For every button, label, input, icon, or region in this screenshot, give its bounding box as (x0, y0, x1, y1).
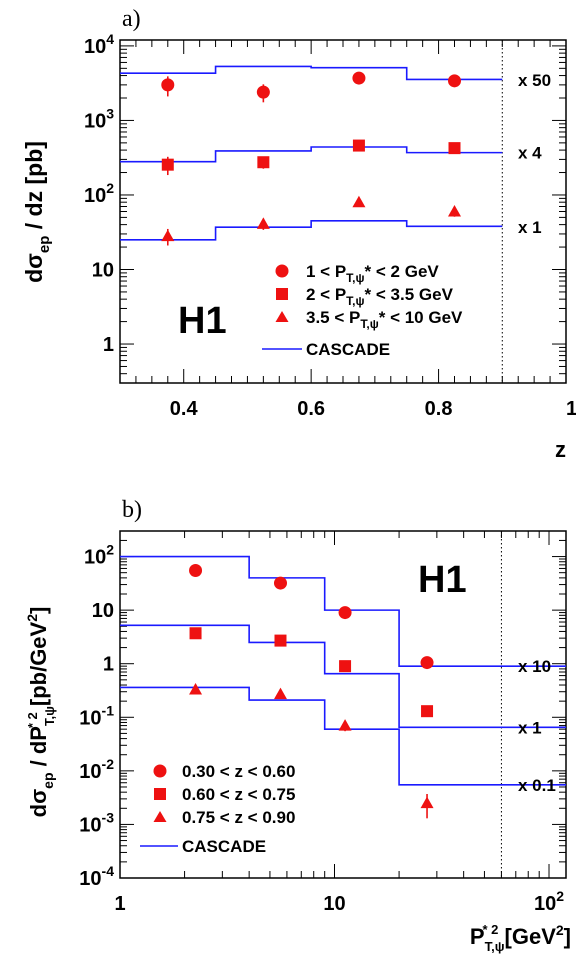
x-tick-label: 1 (566, 398, 576, 420)
data-point-circle (420, 656, 434, 670)
y-tick-label: 10 (92, 600, 114, 622)
data-point-square (352, 139, 365, 152)
x-tick-label: 1 (114, 893, 125, 915)
data-point-triangle (338, 719, 352, 731)
y-tick-label: 102 (84, 180, 114, 207)
y-tick-label: 1 (103, 654, 114, 676)
panel-a-tag: a) (122, 6, 141, 32)
data-point-triangle (273, 687, 287, 700)
panel-b: b) dσep / dPT,ψ* 2 [pb/GeV2] PT,ψ* 2 [Ge… (24, 497, 571, 954)
legend-b-square-marker (154, 788, 166, 800)
legend-a-item-3: 3.5 < PT,ψ* < 10 GeV (306, 308, 463, 331)
x-tick-label: 102 (534, 888, 564, 915)
scale-label: x 50 (518, 71, 551, 90)
panel-b-plot-area: 10-4 10-3 10-2 10-1 1 10 102 1 10 102 x 10 x 1 x 0.1 (79, 530, 567, 915)
panel-a-h1-label: H1 (178, 300, 227, 342)
cascade-curve-2 (120, 146, 503, 163)
legend-b-triangle-marker (153, 811, 167, 822)
y-tick-label: 10-1 (79, 702, 114, 729)
data-point-circle (189, 563, 203, 577)
x-tick-label: 0.6 (297, 398, 325, 420)
data-point-square (257, 156, 270, 169)
data-point-triangle (256, 217, 270, 229)
panel-a-legend: 1 < PT,ψ* < 2 GeV 2 < PT,ψ* < 3.5 GeV 3.… (262, 262, 463, 359)
scale-label: x 4 (518, 144, 542, 163)
data-point-triangle (448, 205, 461, 217)
legend-b-item-1: 0.30 < z < 0.60 (182, 762, 295, 781)
data-point-square (448, 142, 461, 155)
y-tick-label: 10-2 (79, 756, 114, 783)
data-point-square (339, 660, 352, 673)
data-point-circle (161, 78, 175, 92)
cascade-curve-3 (120, 220, 503, 241)
y-tick-label: 10 (92, 259, 114, 281)
y-tick-label: 1 (103, 334, 114, 356)
panel-b-legend: 0.30 < z < 0.60 0.60 < z < 0.75 0.75 < z… (140, 762, 295, 856)
legend-b-circle-marker (153, 764, 167, 778)
y-tick-label: 10-3 (79, 809, 114, 836)
panel-a-x-axis-label: z (555, 437, 566, 462)
scale-label: x 0.1 (518, 776, 556, 795)
x-tick-label: 0.8 (425, 398, 453, 420)
data-point-circle (338, 606, 352, 620)
y-tick-label: 102 (84, 542, 114, 569)
legend-b-item-3: 0.75 < z < 0.90 (182, 808, 295, 827)
panel-b-h1-label: H1 (418, 559, 467, 601)
data-point-triangle (420, 796, 434, 809)
scale-label: x 10 (518, 657, 551, 676)
y-tick-label: 10-4 (79, 863, 114, 890)
plot-frame (119, 530, 567, 879)
legend-a-square-marker (276, 288, 288, 300)
data-point-triangle (189, 683, 203, 695)
cascade-curve-2 (120, 624, 566, 729)
cascade-curve-1 (120, 65, 503, 81)
x-tick-label: 10 (323, 893, 345, 915)
y-tick-label: 104 (84, 31, 114, 58)
data-point-circle (448, 74, 461, 88)
data-point-square (274, 634, 287, 647)
panel-a-plot-area: 1 10 102 103 104 0.4 0.6 0.8 1 x 50 x 4 x 1 (84, 31, 576, 420)
y-tick-label: 103 (84, 105, 114, 132)
legend-a-triangle-marker (275, 311, 289, 322)
data-point-circle (352, 71, 366, 85)
data-point-triangle (352, 195, 366, 208)
legend-a-item-1: 1 < PT,ψ* < 2 GeV (306, 262, 439, 285)
data-point-triangle (161, 229, 175, 242)
legend-b-item-2: 0.60 < z < 0.75 (182, 785, 295, 804)
panel-b-tag: b) (122, 497, 142, 523)
panel-a: a) dσep / dz [pb] z 1 10 102 103 104 0.4 0.6 0.… (21, 6, 576, 462)
data-point-circle (256, 85, 270, 99)
data-point-square (189, 627, 202, 640)
x-tick-label: 0.4 (170, 398, 199, 420)
legend-a-circle-marker (275, 264, 289, 278)
panel-b-x-axis-label: PT,ψ* 2 [GeV2] (470, 922, 571, 954)
scale-label: x 1 (518, 218, 542, 237)
panel-b-y-axis-label: dσep / dPT,ψ* 2 [pb/GeV2] (24, 607, 57, 818)
data-point-square (161, 158, 174, 171)
legend-a-item-4: CASCADE (306, 340, 390, 359)
cascade-curve-3 (120, 686, 566, 786)
panel-a-y-axis-label: dσep / dz [pb] (21, 141, 53, 283)
data-point-square (421, 705, 434, 718)
scale-label: x 1 (518, 718, 542, 737)
legend-b-item-4: CASCADE (182, 837, 266, 856)
data-point-circle (273, 576, 287, 590)
legend-a-item-2: 2 < PT,ψ* < 3.5 GeV (306, 285, 454, 308)
cascade-curve-1 (120, 555, 566, 667)
